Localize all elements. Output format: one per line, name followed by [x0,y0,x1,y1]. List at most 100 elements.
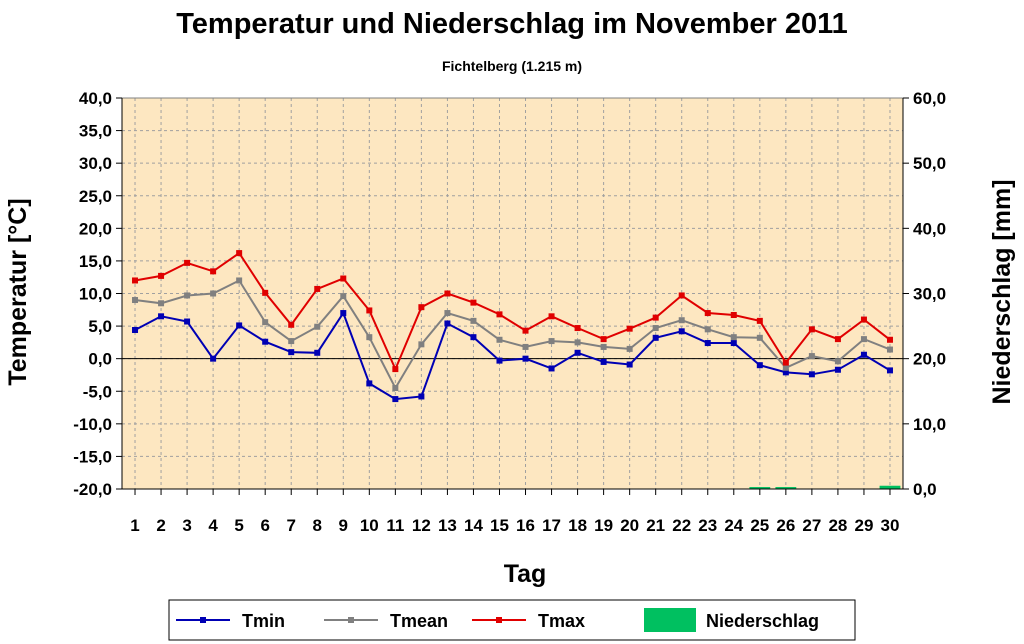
x-tick-label: 11 [386,516,404,535]
point-tmean-28 [834,358,841,365]
point-tmean-24 [730,334,737,341]
point-tmin-2 [158,313,165,320]
point-tmean-22 [678,317,685,324]
y2-tick-label: 60,0 [913,89,946,108]
point-tmax-26 [782,359,789,366]
point-tmin-7 [288,349,295,356]
x-tick-label: 25 [750,516,769,535]
y-tick-label: 5,0 [88,317,112,336]
point-tmax-24 [730,312,737,319]
point-tmin-21 [652,334,659,341]
point-tmean-26 [782,364,789,371]
x-tick-label: 18 [568,516,587,535]
legend-marker-tmin [200,617,206,623]
point-tmax-28 [834,336,841,343]
point-tmax-4 [210,268,217,275]
y-tick-label: 35,0 [79,122,112,141]
point-tmax-17 [548,313,555,320]
point-tmin-18 [574,349,581,356]
point-tmin-5 [236,322,243,329]
point-tmax-23 [704,310,711,317]
point-tmin-20 [626,361,633,368]
y-tick-label: 0,0 [88,350,112,369]
y-tick-label: -15,0 [73,447,112,466]
x-tick-label: 8 [313,516,322,535]
x-tick-label: 28 [828,516,847,535]
point-tmean-18 [574,339,581,346]
point-tmin-30 [886,367,893,374]
point-tmin-6 [262,338,269,345]
point-tmean-12 [418,341,425,348]
y-tick-label: -5,0 [83,382,112,401]
x-tick-label: 30 [881,516,900,535]
point-tmax-29 [860,316,867,323]
point-tmax-6 [262,289,269,296]
point-tmax-25 [756,317,763,324]
point-tmax-1 [132,277,139,284]
point-tmin-25 [756,362,763,369]
point-tmean-17 [548,338,555,345]
point-tmean-21 [652,325,659,332]
y2-tick-label: 20,0 [913,350,946,369]
point-tmean-8 [314,323,321,330]
point-tmean-27 [808,353,815,360]
y-tick-label: 25,0 [79,187,112,206]
x-tick-label: 10 [360,516,379,535]
y-tick-label: 40,0 [79,89,112,108]
x-axis-title: Tag [504,560,547,588]
precipitation-bars [749,485,901,489]
point-tmin-19 [600,358,607,365]
point-tmin-3 [184,318,191,325]
point-tmean-15 [496,336,503,343]
point-tmin-24 [730,340,737,347]
point-tmin-16 [522,355,529,362]
x-tick-label: 24 [724,516,743,535]
x-tick-label: 26 [776,516,795,535]
point-tmax-7 [288,321,295,328]
series-line-tmax [134,251,891,372]
x-tick-label: 21 [646,516,665,535]
point-tmin-4 [210,355,217,362]
y-tick-label: 15,0 [79,252,112,271]
point-tmin-10 [366,380,373,387]
legend-marker-tmean [348,617,354,623]
legend-label-niederschlag: Niederschlag [706,611,819,631]
legend-label-tmean: Tmean [390,611,448,631]
x-tick-label: 1 [130,516,139,535]
point-tmax-8 [314,285,321,292]
x-tick-label: 9 [339,516,348,535]
point-tmax-3 [184,259,191,266]
point-tmean-9 [340,293,347,300]
point-tmax-15 [496,311,503,318]
y-tick-label: 30,0 [79,154,112,173]
point-tmin-15 [496,357,503,364]
x-tick-label: 23 [698,516,717,535]
point-tmean-10 [366,334,373,341]
y-tick-label: -10,0 [73,415,112,434]
precipitation-bar-30 [879,485,901,489]
point-tmax-22 [678,292,685,299]
x-tick-label: 19 [594,516,613,535]
series-line-tmin [134,310,891,401]
point-tmean-6 [262,319,269,326]
chart-title: Temperatur und Niederschlag im November … [176,8,848,40]
precipitation-bar-25 [749,487,771,489]
point-tmax-20 [626,325,633,332]
point-tmin-8 [314,349,321,356]
legend-label-tmin: Tmin [242,611,285,631]
point-tmean-5 [236,277,243,284]
y-tick-label: 20,0 [79,219,112,238]
point-tmin-29 [860,351,867,358]
x-tick-label: 2 [156,516,165,535]
y2-axis-title: Niederschlag [mm] [988,179,1016,404]
y-tick-label: -20,0 [73,480,112,499]
point-tmean-16 [522,343,529,350]
point-tmax-19 [600,336,607,343]
series-line-tmean [134,279,891,391]
point-tmax-13 [444,290,451,297]
point-tmax-14 [470,299,477,306]
point-tmax-30 [886,336,893,343]
point-tmin-1 [132,326,139,333]
y2-tick-label: 30,0 [913,285,946,304]
x-tick-label: 17 [542,516,561,535]
